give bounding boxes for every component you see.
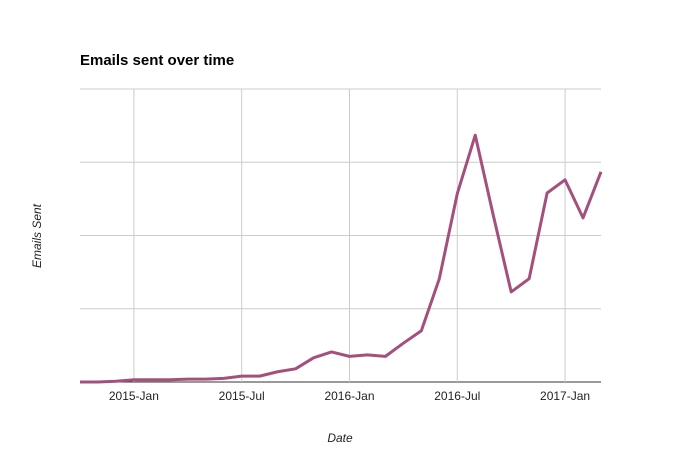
data-line [80,133,603,384]
x-tick-label: 2016-Jan [324,389,374,403]
x-tick-label: 2017-Jan [540,389,590,403]
x-tick-label: 2015-Jan [109,389,159,403]
x-axis-title: Date [327,431,353,445]
y-axis-title: Emails Sent [30,203,44,268]
x-tick-label: 2016-Jul [434,389,480,403]
x-tick-label: 2015-Jul [219,389,265,403]
chart-title: Emails sent over time [80,52,234,69]
